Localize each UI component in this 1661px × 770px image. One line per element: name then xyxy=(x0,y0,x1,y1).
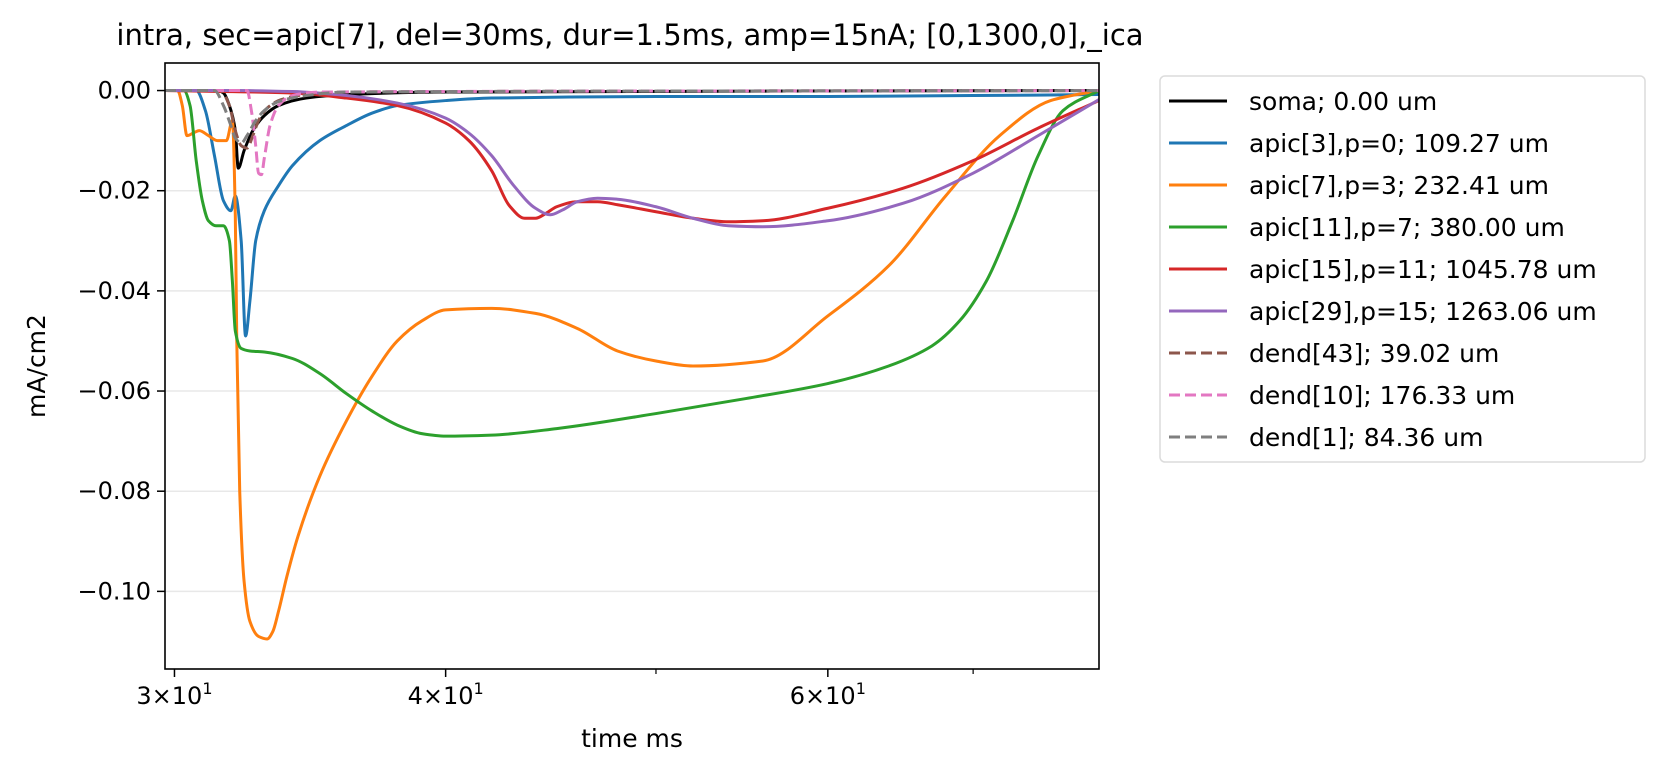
legend-label: apic[7],p=3; 232.41 um xyxy=(1249,171,1549,200)
y-tick-label: −0.04 xyxy=(77,277,151,305)
legend-label: apic[29],p=15; 1263.06 um xyxy=(1249,297,1597,326)
x-tick-label: 3×101 xyxy=(136,679,212,710)
series-line-5 xyxy=(164,89,1100,229)
y-tick-label: −0.08 xyxy=(77,477,151,505)
legend-label: apic[15],p=11; 1045.78 um xyxy=(1249,255,1597,284)
series-line-2 xyxy=(164,89,1100,641)
legend: soma; 0.00 um apic[3],p=0; 109.27 um apic[… xyxy=(1159,75,1646,463)
series-layer xyxy=(164,89,1100,641)
series-line-1 xyxy=(164,89,1100,338)
legend-label: apic[11],p=7; 380.00 um xyxy=(1249,213,1565,242)
x-axis-label: time ms xyxy=(581,724,683,753)
x-axis: 3×101 4×101 6×101 xyxy=(136,669,974,710)
legend-label: soma; 0.00 um xyxy=(1249,87,1437,116)
legend-label: dend[43]; 39.02 um xyxy=(1249,339,1499,368)
series-line-4 xyxy=(164,89,1100,224)
y-tick-label: −0.02 xyxy=(77,177,151,205)
x-tick-label: 4×101 xyxy=(408,679,484,710)
series-line-8 xyxy=(164,89,1100,145)
legend-box xyxy=(1159,75,1646,463)
y-axis: 0.00 −0.02 −0.04 −0.06 −0.08 −0.10 xyxy=(77,77,165,605)
plot-frame xyxy=(164,62,1100,670)
y-tick-label: −0.10 xyxy=(77,577,151,605)
y-axis-label: mA/cm2 xyxy=(22,314,51,418)
chart-title: intra, sec=apic[7], del=30ms, dur=1.5ms,… xyxy=(116,18,1143,52)
legend-label: dend[10]; 176.33 um xyxy=(1249,381,1515,410)
legend-label: dend[1]; 84.36 um xyxy=(1249,423,1483,452)
series-line-3 xyxy=(164,89,1100,438)
grid-lines xyxy=(165,189,1099,593)
legend-label: apic[3],p=0; 109.27 um xyxy=(1249,129,1549,158)
x-tick-label: 6×101 xyxy=(790,679,866,710)
series-line-7 xyxy=(164,89,1100,177)
y-tick-label: −0.06 xyxy=(77,377,151,405)
y-tick-label: 0.00 xyxy=(98,77,151,105)
series-line-0 xyxy=(164,89,1100,170)
